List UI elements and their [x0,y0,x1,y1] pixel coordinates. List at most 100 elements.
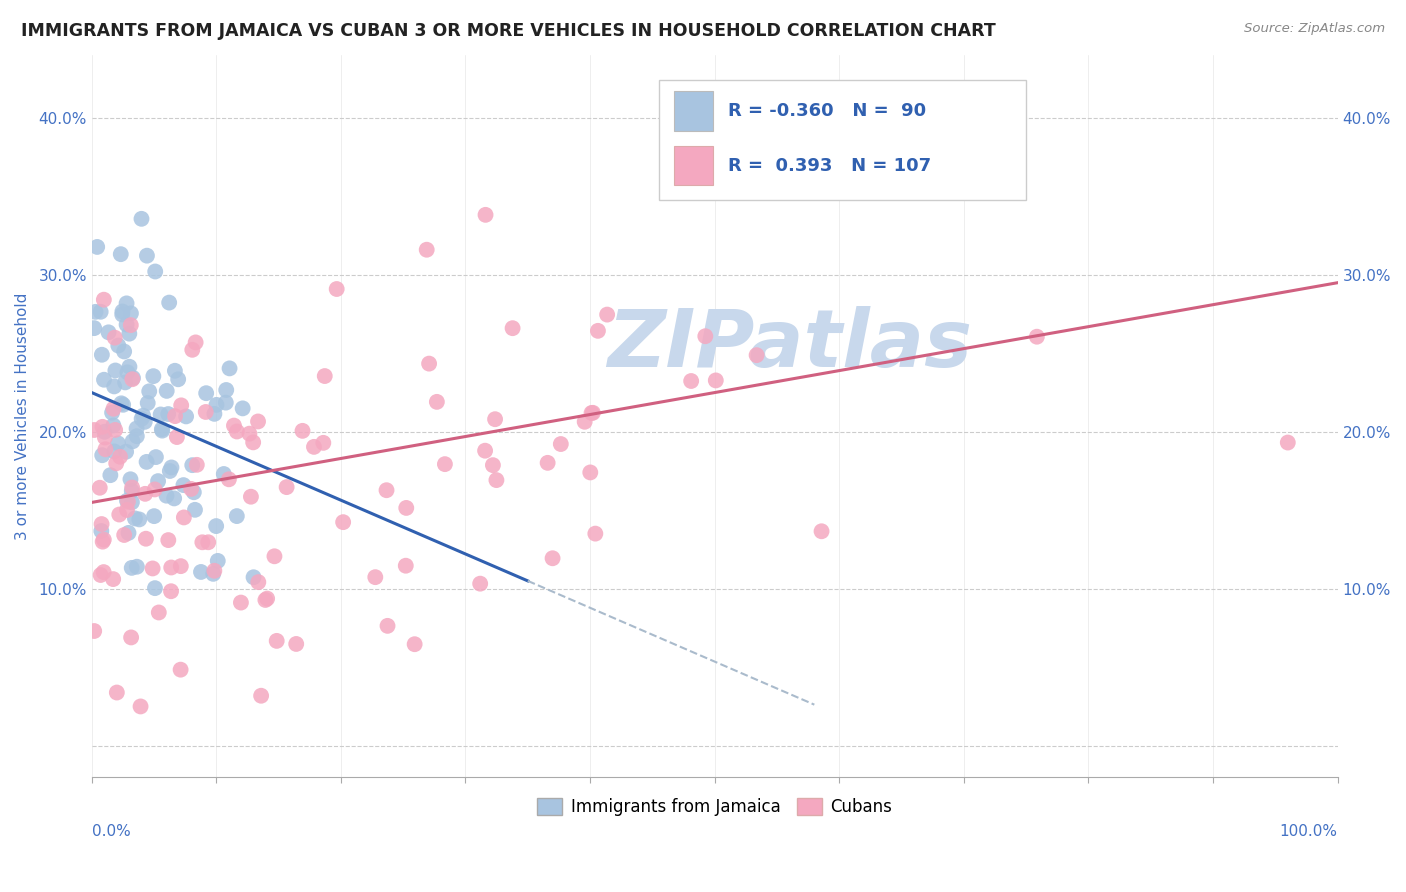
Point [83,423,105,437]
Point [125,559,148,574]
Point [107,338,129,352]
Point [395,500,418,515]
Point [194,405,217,419]
Point [122,371,145,385]
Point [583,526,606,541]
Point [574,415,596,429]
Point [184,335,207,350]
Point [98,468,121,483]
Point [276,480,298,494]
Point [108,508,131,522]
Point [242,435,264,450]
Point [418,357,440,371]
Point [125,429,148,443]
Point [160,584,183,599]
Point [120,472,142,486]
Point [582,406,605,420]
Point [111,308,134,322]
Point [94,442,117,457]
Point [110,247,132,261]
Point [143,509,166,524]
Point [143,483,166,497]
Point [266,633,288,648]
Legend: Immigrants from Jamaica, Cubans: Immigrants from Jamaica, Cubans [530,791,898,823]
Point [474,208,496,222]
Point [117,365,139,379]
Point [222,418,245,433]
Point [157,295,180,310]
Point [112,344,135,359]
Point [174,409,197,424]
Point [225,509,247,524]
Point [239,490,262,504]
Point [125,421,148,435]
Point [148,606,170,620]
Point [207,554,229,568]
Point [502,321,524,335]
Point [117,494,139,508]
Point [124,511,146,525]
Point [191,535,214,549]
Point [111,304,134,318]
Point [218,472,240,486]
Point [485,473,508,487]
Text: R = -0.360   N =  90: R = -0.360 N = 90 [728,102,927,120]
Point [136,396,159,410]
Point [536,456,558,470]
Point [157,407,180,421]
Point [136,249,159,263]
Point [167,372,190,386]
Point [202,564,225,578]
Point [93,565,115,579]
Point [195,386,218,401]
Point [121,495,143,509]
Point [97,326,120,340]
Point [101,406,124,420]
FancyBboxPatch shape [673,145,713,186]
Point [596,308,619,322]
Point [247,575,270,590]
Text: 100.0%: 100.0% [1279,824,1337,839]
Point [132,409,155,423]
Point [302,440,325,454]
Point [131,411,153,425]
Point [375,483,398,498]
Point [247,414,270,428]
Point [415,243,437,257]
Point [484,412,506,426]
Point [94,430,117,444]
Y-axis label: 3 or more Vehicles in Household: 3 or more Vehicles in Household [15,293,30,540]
Point [93,293,115,307]
Point [142,561,165,575]
Point [586,324,609,338]
Point [474,443,496,458]
Point [163,364,186,378]
Point [83,321,105,335]
Point [180,482,202,496]
Point [120,631,142,645]
Point [142,369,165,384]
Point [103,418,125,433]
Point [115,493,138,508]
Point [90,568,112,582]
Point [83,624,105,638]
Point [263,549,285,564]
Point [104,331,127,345]
Point [160,460,183,475]
Point [186,458,208,472]
Point [91,420,114,434]
Point [855,119,877,133]
Point [170,559,193,574]
Point [90,305,112,319]
Point [138,384,160,399]
Point [166,430,188,444]
Point [205,519,228,533]
Point [115,444,138,458]
Point [149,408,172,422]
Point [215,383,238,397]
Point [134,487,156,501]
Point [121,483,143,498]
Point [433,457,456,471]
Point [215,395,238,409]
Point [101,572,124,586]
